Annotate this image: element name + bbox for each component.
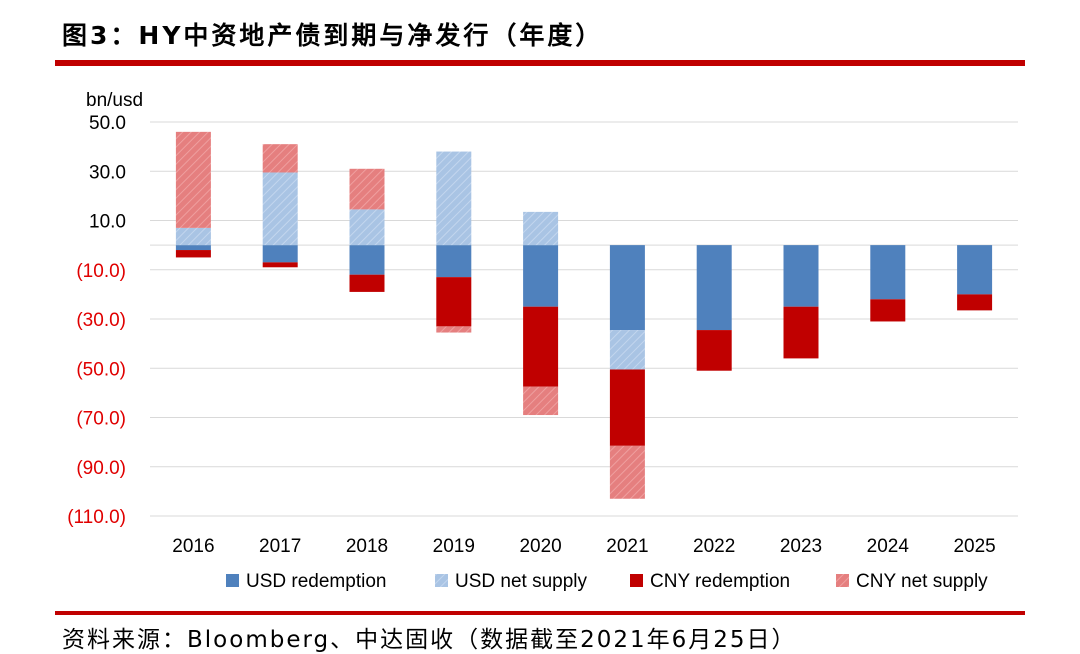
y-tick-label: (10.0) — [76, 261, 126, 282]
legend-label: CNY redemption — [650, 571, 790, 592]
bar-usd-redemption-2022 — [696, 245, 732, 331]
bar-cny-redemption-2022 — [696, 330, 732, 371]
y-tick-label: (70.0) — [76, 409, 126, 430]
x-tick-label: 2025 — [953, 536, 995, 557]
bar-usd-redemption-2017 — [262, 245, 298, 263]
bar-cny-redemption-2021 — [609, 369, 645, 446]
legend-label: USD net supply — [455, 571, 588, 592]
bar-cny-redemption-2017 — [262, 262, 298, 268]
bar-cny-redemption-2024 — [870, 299, 906, 322]
y-tick-label: 50.0 — [89, 113, 126, 134]
source-note: 资料来源：Bloomberg、中达固收（数据截至2021年6月25日） — [62, 627, 797, 653]
x-tick-label: 2022 — [693, 536, 735, 557]
x-tick-label: 2021 — [606, 536, 648, 557]
source-divider — [55, 611, 1025, 615]
x-tick-label: 2024 — [867, 536, 910, 557]
bar-cny-redemption-2019 — [436, 277, 472, 327]
bar-cny-redemption-2016 — [175, 250, 211, 258]
bar-usd-net-supply-2017 — [262, 172, 298, 246]
y-tick-label: 10.0 — [89, 212, 126, 233]
bar-usd-net-supply-2018 — [349, 209, 385, 246]
bar-usd-redemption-2018 — [349, 245, 385, 275]
y-tick-label: 30.0 — [89, 162, 126, 183]
y-tick-label: (110.0) — [67, 507, 126, 528]
bar-cny-redemption-2025 — [957, 294, 993, 311]
bar-usd-redemption-2020 — [523, 245, 559, 307]
y-tick-label: (30.0) — [76, 310, 126, 331]
x-tick-label: 2018 — [346, 536, 388, 557]
x-tick-label: 2020 — [519, 536, 561, 557]
bar-usd-redemption-2019 — [436, 245, 472, 278]
legend-swatch — [226, 574, 239, 587]
bar-cny-net-supply-2021 — [609, 445, 645, 499]
legend-swatch — [836, 574, 849, 587]
bar-usd-net-supply-2021 — [609, 330, 645, 370]
y-axis-label: bn/usd — [86, 90, 143, 111]
bar-cny-redemption-2020 — [523, 306, 559, 387]
bar-cny-redemption-2018 — [349, 274, 385, 292]
bar-usd-redemption-2024 — [870, 245, 906, 300]
bar-cny-redemption-2023 — [783, 306, 819, 359]
legend-swatch — [630, 574, 643, 587]
bar-usd-redemption-2023 — [783, 245, 819, 307]
y-tick-label: (90.0) — [76, 458, 126, 479]
bar-usd-redemption-2025 — [957, 245, 993, 295]
bars — [175, 131, 993, 499]
bar-cny-net-supply-2020 — [523, 386, 559, 416]
bar-cny-net-supply-2017 — [262, 144, 298, 173]
legend-label: USD redemption — [246, 571, 386, 592]
bar-usd-redemption-2021 — [609, 245, 645, 331]
y-axis-ticks: 50.0 30.0 10.0 (10.0) (30.0) (50.0) (70.0) (90.… — [67, 113, 126, 528]
bar-usd-net-supply-2019 — [436, 151, 472, 246]
x-tick-label: 2023 — [780, 536, 822, 557]
y-tick-label: (50.0) — [76, 359, 126, 380]
bar-usd-net-supply-2016 — [175, 227, 211, 246]
x-tick-label: 2017 — [259, 536, 301, 557]
bar-usd-net-supply-2020 — [523, 211, 559, 246]
title-divider — [55, 60, 1025, 66]
x-axis-ticks: 2016 2017 2018 2019 2020 2021 2022 2023 2024 2025 — [172, 536, 995, 557]
legend-label: CNY net supply — [856, 571, 988, 592]
x-tick-label: 2016 — [172, 536, 214, 557]
bar-cny-net-supply-2019 — [436, 326, 472, 333]
bar-usd-redemption-2016 — [175, 245, 211, 251]
x-tick-label: 2019 — [433, 536, 475, 557]
figure-title: 图3：HY中资地产债到期与净发行（年度） — [62, 21, 604, 50]
bar-cny-net-supply-2018 — [349, 168, 385, 210]
legend-swatch — [435, 574, 448, 587]
bar-cny-net-supply-2016 — [175, 131, 211, 228]
legend: USD redemption USD net supply CNY redempti… — [226, 571, 988, 592]
